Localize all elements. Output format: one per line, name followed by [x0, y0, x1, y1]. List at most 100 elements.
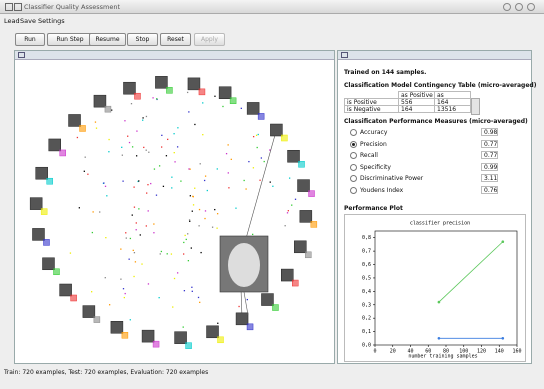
- stop-button[interactable]: Stop: [127, 33, 158, 46]
- sample-dot: [193, 204, 194, 205]
- sample-dot: [183, 253, 184, 254]
- sample-dot: [156, 98, 157, 99]
- radio-button[interactable]: [350, 175, 357, 182]
- sample-dot: [156, 195, 157, 196]
- sample-dot: [121, 147, 122, 148]
- window-icon[interactable]: [14, 3, 22, 11]
- sample-dot: [192, 211, 193, 212]
- radio-button[interactable]: [350, 129, 357, 136]
- class-marker: [43, 239, 49, 245]
- thumbnail: [30, 198, 42, 210]
- sample-dot: [214, 96, 215, 97]
- sample-dot: [256, 135, 257, 136]
- radio-dot: [352, 143, 355, 146]
- sample-dot: [79, 207, 80, 208]
- sample-dot: [106, 195, 107, 196]
- sample-dot: [133, 250, 134, 251]
- sample-dot: [103, 182, 104, 183]
- class-marker: [105, 106, 111, 112]
- maximize-button[interactable]: [515, 3, 523, 11]
- thumbnail: [142, 330, 154, 342]
- measure-name: Discriminative Power: [360, 175, 423, 182]
- series-marker: [502, 337, 505, 340]
- sample-dot: [154, 168, 155, 169]
- x-tick-label: 40: [407, 349, 413, 355]
- sample-dot: [133, 276, 134, 277]
- class-marker: [122, 332, 128, 338]
- sample-dot: [174, 161, 175, 162]
- sample-dot: [105, 237, 106, 238]
- sample-dot: [248, 161, 249, 162]
- class-marker: [166, 87, 172, 93]
- menu-item[interactable]: Lead: [4, 17, 20, 25]
- series-marker: [502, 240, 505, 243]
- radio-button[interactable]: [350, 187, 357, 194]
- window-icon[interactable]: [5, 3, 13, 11]
- sample-dot: [146, 225, 147, 226]
- radio-button[interactable]: [350, 152, 357, 159]
- resume-button[interactable]: Resume: [89, 33, 126, 46]
- close-button[interactable]: [527, 3, 535, 11]
- sample-dot: [96, 128, 97, 129]
- sample-dot: [285, 225, 286, 226]
- sample-dot: [288, 210, 289, 211]
- run-button[interactable]: Run: [15, 33, 45, 46]
- reset-button[interactable]: Reset: [160, 33, 191, 46]
- sample-dot: [269, 149, 270, 150]
- class-marker: [311, 221, 317, 227]
- thumbnail: [60, 284, 72, 296]
- x-tick-label: 60: [425, 349, 431, 355]
- sample-dot: [258, 134, 259, 135]
- sample-dot: [228, 187, 229, 188]
- panel-icon[interactable]: [18, 52, 25, 58]
- radio-button[interactable]: [350, 164, 357, 171]
- sample-dot: [180, 180, 181, 181]
- class-marker: [258, 113, 264, 119]
- sample-dot: [188, 260, 189, 261]
- class-marker: [60, 150, 66, 156]
- sample-dot: [174, 152, 175, 153]
- panel-icon[interactable]: [341, 52, 348, 58]
- sample-dot: [125, 232, 126, 233]
- sample-dot: [187, 233, 188, 234]
- menu-item[interactable]: Settings: [38, 17, 65, 25]
- sample-dot: [147, 184, 148, 185]
- minimize-button[interactable]: [503, 3, 511, 11]
- scrollbar[interactable]: [471, 98, 480, 115]
- sample-dot: [247, 299, 248, 300]
- sample-dot: [214, 209, 215, 210]
- thumbnail: [247, 102, 259, 114]
- sample-dot: [143, 147, 144, 148]
- thumbnail: [175, 332, 187, 344]
- sample-dot: [264, 161, 265, 162]
- thumbnail: [32, 228, 44, 240]
- sample-dot: [129, 259, 130, 260]
- sample-dot: [171, 253, 172, 254]
- sample-dot: [190, 195, 191, 196]
- y-tick-label: 0,8: [362, 235, 371, 241]
- y-tick-label: 0,6: [362, 262, 371, 268]
- sample-dot: [120, 248, 121, 249]
- radio-button[interactable]: [350, 141, 357, 148]
- y-tick-label: 0,5: [362, 275, 371, 281]
- sample-dot: [189, 169, 190, 170]
- sample-dot: [111, 109, 112, 110]
- class-marker: [80, 125, 86, 131]
- menu-item[interactable]: Save: [20, 17, 36, 25]
- sample-dot: [171, 187, 172, 188]
- sample-dot: [70, 252, 71, 253]
- sample-dot: [261, 157, 262, 158]
- status-bar: Train: 720 examples, Test: 720 examples,…: [4, 369, 208, 376]
- sample-dot: [226, 153, 227, 154]
- sample-dot: [142, 120, 143, 121]
- class-marker: [94, 317, 100, 323]
- panel-header: [338, 51, 531, 60]
- sample-dot: [222, 106, 223, 107]
- class-marker: [199, 89, 205, 95]
- sample-dot: [186, 239, 187, 240]
- run-step-button[interactable]: Run Step: [47, 33, 93, 46]
- sample-dot: [136, 222, 137, 223]
- sample-dot: [150, 183, 151, 184]
- sample-dot: [194, 124, 195, 125]
- sample-dot: [84, 171, 85, 172]
